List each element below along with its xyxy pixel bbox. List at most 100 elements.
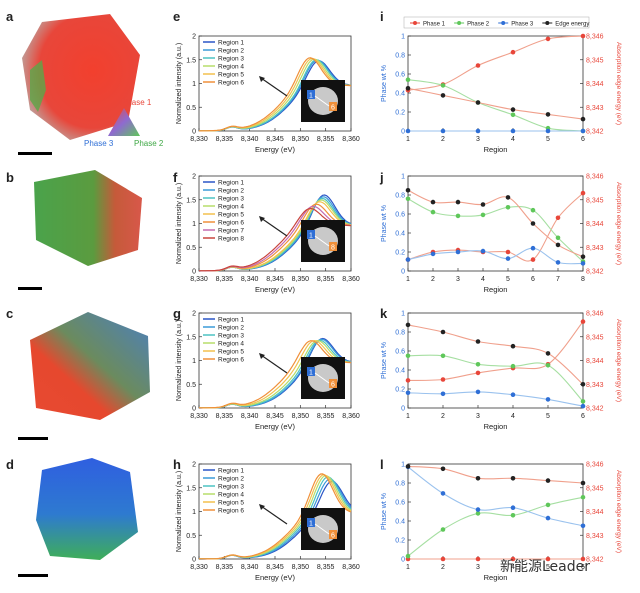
y-tick-label-e: 1.5	[186, 57, 196, 64]
x-tick-label-i: 6	[581, 136, 585, 143]
x-tick-label-l: 3	[476, 564, 480, 571]
x-tick-label-e: 8,350	[292, 136, 310, 143]
y-axis-label-l: Phase wt %	[381, 493, 388, 530]
data-point-l	[440, 466, 446, 472]
legend-box-i	[403, 16, 590, 29]
particle-b	[34, 170, 142, 266]
y2-tick-label-i: 8,343	[586, 105, 604, 112]
inset-path-f	[314, 235, 330, 247]
inset-marker-label-g: 1	[309, 370, 313, 377]
y-tick-label-k: 0	[401, 406, 405, 413]
y-tick-label-h: 1.5	[186, 485, 196, 492]
panel-letter-e: e	[173, 9, 181, 24]
legend-label-f: Region 5	[218, 212, 244, 219]
inset-marker-label-f: 8	[331, 245, 335, 252]
panel-letter-b: b	[6, 170, 14, 185]
y-axis-label-i: Phase wt %	[381, 65, 388, 102]
x-tick-label-l: 5	[546, 564, 550, 571]
trend-arrow-g	[260, 354, 288, 374]
inset-marker-label-e: 1	[309, 93, 313, 100]
data-point-l	[405, 464, 411, 469]
data-point-k	[475, 362, 481, 367]
x-tick-label-j: 3	[456, 276, 460, 283]
panel-letter-d: d	[6, 457, 14, 472]
legend-label-e: Region 5	[218, 72, 244, 79]
legend-label-f: Region 6	[218, 220, 244, 227]
data-point-l	[580, 556, 586, 562]
y-tick-label-g: 0	[192, 406, 196, 413]
data-point-i	[440, 93, 446, 98]
y-tick-label-g: 1.5	[186, 334, 196, 341]
data-point-j	[530, 245, 536, 251]
y2-tick-label-l: 8,343	[586, 533, 604, 540]
y-tick-label-e: 2	[192, 34, 196, 41]
y-tick-label-h: 2	[192, 462, 196, 469]
phase-triangle	[108, 108, 140, 136]
trend-arrowhead-h	[259, 504, 265, 510]
scale-bar-d	[18, 574, 48, 577]
x-tick-label-i: 5	[546, 136, 550, 143]
data-point-j	[555, 235, 561, 241]
spectrum-line-f	[198, 207, 352, 272]
legend-swatch-dot-i	[501, 21, 506, 25]
data-point-k	[475, 370, 481, 376]
y-tick-label-i: 0	[401, 129, 405, 136]
inset-marker-start-f	[307, 230, 315, 239]
panel-letter-c: c	[6, 306, 14, 321]
y-tick-label-j: 0.8	[395, 193, 405, 200]
y2-tick-label-j: 8,346	[586, 174, 604, 181]
data-point-i	[440, 83, 446, 88]
panel-letter-h: h	[173, 457, 181, 472]
y-tick-label-k: 0.4	[395, 368, 405, 375]
data-point-j	[430, 199, 436, 205]
data-point-i	[510, 128, 516, 134]
inset-marker-end-f	[329, 242, 337, 251]
data-point-j	[405, 196, 411, 202]
x-axis-label-f: Energy (eV)	[255, 285, 296, 294]
y-tick-label-i: 0.4	[395, 91, 405, 98]
legend-label-e: Region 6	[218, 80, 244, 87]
legend-label-f: Region 1	[218, 180, 244, 187]
legend-swatch-dot-i	[545, 21, 550, 25]
x-tick-label-f: 8,340	[241, 276, 259, 283]
y2-tick-label-k: 8,345	[586, 334, 604, 341]
triangle-label-phase3: Phase 3	[84, 139, 114, 148]
y-tick-label-e: 1	[192, 81, 196, 88]
legend-label-g: Region 1	[218, 317, 244, 324]
data-point-j	[455, 213, 461, 219]
data-point-l	[440, 527, 446, 532]
data-point-l	[580, 480, 586, 486]
y-tick-label-j: 0.4	[395, 231, 405, 238]
y-tick-label-f: 0.5	[186, 245, 196, 252]
y-tick-label-h: 1	[192, 509, 196, 516]
x-tick-label-f: 8,355	[317, 276, 335, 283]
legend-label-h: Region 2	[218, 476, 244, 483]
data-point-l	[510, 505, 516, 511]
series-line-l	[407, 465, 584, 484]
y-tick-label-i: 1	[401, 34, 405, 41]
y-axis-label-k: Phase wt %	[381, 342, 388, 379]
data-point-k	[510, 363, 516, 369]
inset-marker-label-e: 6	[331, 105, 335, 112]
inset-marker-start-h	[307, 518, 315, 527]
panel-letter-g: g	[173, 306, 181, 321]
y2-tick-label-l: 8,342	[586, 557, 604, 564]
y2-tick-label-k: 8,343	[586, 382, 604, 389]
data-point-l	[475, 476, 481, 481]
y2-tick-label-i: 8,344	[586, 81, 604, 88]
y2-tick-label-k: 8,346	[586, 311, 604, 318]
legend-label-f: Region 7	[218, 228, 244, 235]
data-point-j	[580, 261, 586, 266]
legend-label-h: Region 6	[218, 508, 244, 515]
legend-swatch-dot-i	[457, 21, 462, 25]
y-tick-label-g: 1	[192, 358, 196, 365]
data-point-j	[555, 260, 561, 265]
y2-tick-label-j: 8,342	[586, 269, 604, 276]
x-tick-label-g: 8,340	[241, 413, 259, 420]
data-point-l	[475, 511, 481, 516]
y-tick-label-k: 0.2	[395, 387, 405, 394]
x-tick-label-f: 8,350	[292, 276, 310, 283]
x-tick-label-f: 8,330	[190, 276, 208, 283]
series-line-l	[407, 466, 584, 527]
legend-label-i: Phase 3	[511, 21, 534, 27]
